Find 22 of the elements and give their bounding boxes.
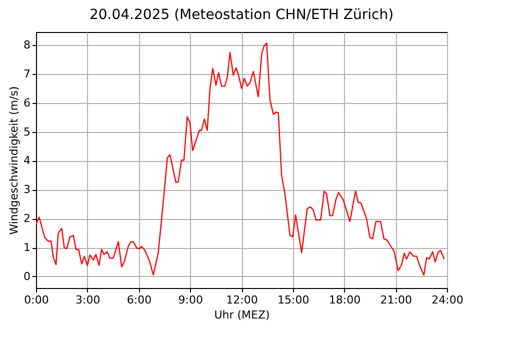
- y-tick-label: 2: [24, 212, 30, 226]
- y-tick-label: 6: [24, 96, 30, 110]
- y-axis-title: Windgeschwindigkeit (m/s): [8, 86, 20, 235]
- y-tick-label: 8: [24, 38, 30, 52]
- y-tick-label: 5: [24, 125, 30, 138]
- x-tick-label: 24:00: [432, 294, 464, 306]
- x-tick-label: 9:00: [178, 294, 203, 306]
- x-tick-label: 6:00: [126, 294, 152, 306]
- line-series: [36, 42, 445, 276]
- x-tick-label: 18:00: [328, 294, 361, 306]
- y-tick-label: 3: [24, 183, 30, 196]
- y-tick-label: 4: [24, 154, 30, 168]
- y-tick-label: 0: [24, 270, 30, 283]
- y-tick-label: 7: [24, 67, 30, 80]
- y-tick-label: 1: [24, 241, 30, 254]
- x-tick-label: 0:00: [24, 294, 49, 306]
- x-tick-label: 15:00: [278, 294, 310, 306]
- x-tick-label: 21:00: [380, 294, 412, 306]
- x-tick-label: 12:00: [226, 294, 258, 306]
- chart-title: 20.04.2025 (Meteostation CHN/ETH Zürich): [89, 7, 394, 23]
- x-axis-title: Uhr (MEZ): [214, 308, 270, 322]
- x-tick-label: 3:00: [76, 294, 100, 306]
